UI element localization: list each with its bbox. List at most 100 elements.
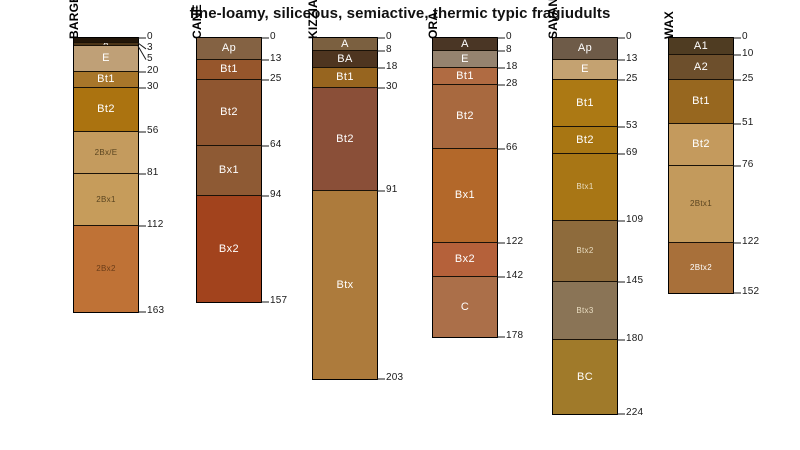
horizon-ap[interactable]: Ap — [197, 38, 261, 60]
horizon-bt1[interactable]: Bt1 — [313, 68, 377, 88]
horizon-bt2[interactable]: Bt2 — [433, 85, 497, 149]
horizon-bc[interactable]: BC — [553, 340, 617, 414]
horizon-label: Btx1 — [576, 182, 594, 191]
profile-label-ora: ORA — [426, 11, 440, 39]
horizon-bx1[interactable]: Bx1 — [197, 146, 261, 196]
horizon-btx1[interactable]: Btx1 — [553, 154, 617, 221]
horizon-2bx-e[interactable]: 2Bx/E — [74, 132, 138, 174]
horizon-label: Btx2 — [576, 246, 594, 255]
horizon-label: A — [461, 38, 469, 50]
horizon-bt2[interactable]: Bt2 — [669, 124, 733, 166]
depth-tick-label: 53 — [626, 120, 638, 132]
depth-tick-label: 180 — [626, 333, 644, 345]
horizon-ba[interactable]: BA — [313, 51, 377, 68]
depth-tick-label: 51 — [742, 116, 754, 128]
depth-tick-label: 13 — [626, 52, 638, 64]
depth-tick-label: 30 — [147, 81, 159, 93]
depth-tick-label: 76 — [742, 158, 754, 170]
horizon-label: A2 — [693, 60, 709, 73]
depth-tick-label: 20 — [147, 64, 159, 76]
horizon-label: Bt2 — [692, 138, 710, 150]
profile-column: A BA Bt1 Bt2 Btx — [312, 37, 378, 380]
horizon-label: E — [581, 63, 589, 75]
horizon-label: A1 — [693, 39, 709, 52]
depth-tick-label: 0 — [506, 31, 512, 42]
horizon-label: Bt2 — [336, 132, 354, 145]
horizon-a[interactable]: A — [433, 38, 497, 51]
horizon-label: Bt2 — [456, 110, 474, 122]
horizon-2bx1[interactable]: 2Bx1 — [74, 174, 138, 226]
horizon-label: Ap — [577, 42, 593, 54]
horizon-label: Bt2 — [576, 133, 594, 146]
depth-tick-label: 30 — [386, 81, 398, 93]
horizon-label: Bt2 — [220, 106, 238, 118]
horizon-bt2[interactable]: Bt2 — [553, 127, 617, 154]
depth-tick-label: 5 — [147, 53, 153, 64]
horizon-e[interactable]: E — [74, 46, 138, 72]
depth-tick-label: 0 — [270, 31, 276, 42]
depth-tick-label: 13 — [270, 52, 282, 64]
profile-label-barger: BARGER — [67, 0, 81, 39]
horizon-label: E — [461, 52, 469, 65]
depth-tick-label: 18 — [506, 61, 518, 73]
depth-tick-label: 109 — [626, 214, 644, 226]
horizon-bx1[interactable]: Bx1 — [433, 149, 497, 243]
horizon-label: 2Btx2 — [690, 263, 712, 272]
depth-tick-label: 203 — [386, 372, 404, 384]
horizon-bt1[interactable]: Bt1 — [553, 80, 617, 127]
depth-tick-label: 178 — [506, 330, 524, 342]
horizon-btx2[interactable]: Btx2 — [553, 221, 617, 282]
depth-tick-label: 163 — [147, 304, 165, 316]
depth-tick-label: 142 — [506, 269, 524, 281]
horizon-a[interactable]: A — [313, 38, 377, 51]
horizon-label: Bx2 — [218, 242, 240, 255]
horizon-bt1[interactable]: Bt1 — [669, 80, 733, 124]
horizon-label: Bx1 — [218, 164, 240, 176]
depth-tick-label: 56 — [147, 125, 159, 137]
horizon-label: C — [460, 300, 470, 313]
horizon-a[interactable]: A — [74, 43, 138, 46]
horizon-label: Bt2 — [97, 103, 115, 115]
horizon-label: A — [341, 38, 349, 50]
profile-column: A1 A2 Bt1 Bt2 2Btx1 2Btx2 — [668, 37, 734, 294]
horizon-label: Bt1 — [97, 73, 115, 85]
profile-label-wax: WAX — [662, 11, 676, 39]
horizon-label: A — [103, 43, 109, 45]
horizon-ap[interactable]: Ap — [553, 38, 617, 60]
depth-tick-label: 0 — [147, 31, 153, 42]
horizon-2bx2[interactable]: 2Bx2 — [74, 226, 138, 312]
horizon-label: Btx — [336, 278, 354, 291]
horizon-label: Bt1 — [576, 96, 594, 109]
horizon-bx2[interactable]: Bx2 — [197, 196, 261, 302]
depth-tick-label: 94 — [270, 188, 282, 200]
horizon-label: Bt1 — [336, 71, 354, 83]
horizon-bt1[interactable]: Bt1 — [433, 68, 497, 85]
horizon-label: 2Bx1 — [96, 194, 116, 204]
horizon-label: 2Bx/E — [94, 147, 118, 157]
horizon-e[interactable]: E — [433, 51, 497, 68]
profile-column: Ap E Bt1 Bt2 Btx1 Btx2 Btx3 BC — [552, 37, 618, 415]
depth-tick-label: 66 — [506, 141, 518, 153]
horizon-btx3[interactable]: Btx3 — [553, 282, 617, 340]
horizon-label: Bt1 — [220, 63, 238, 75]
depth-tick-label: 81 — [147, 167, 159, 179]
horizon-label: Bx2 — [454, 253, 476, 265]
horizon-btx[interactable]: Btx — [313, 191, 377, 379]
horizon-c[interactable]: C — [433, 277, 497, 337]
horizon-e[interactable]: E — [553, 60, 617, 80]
horizon-a1[interactable]: A1 — [669, 38, 733, 55]
horizon-label: 2Bx2 — [96, 264, 116, 273]
horizon-unnamed[interactable] — [74, 38, 138, 43]
depth-tick-label: 25 — [270, 73, 282, 84]
horizon-bx2[interactable]: Bx2 — [433, 243, 497, 277]
horizon-a2[interactable]: A2 — [669, 55, 733, 80]
horizon-bt2[interactable]: Bt2 — [74, 88, 138, 132]
horizon-bt1[interactable]: Bt1 — [197, 60, 261, 80]
horizon-2btx2[interactable]: 2Btx2 — [669, 243, 733, 293]
horizon-2btx1[interactable]: 2Btx1 — [669, 166, 733, 243]
horizon-bt2[interactable]: Bt2 — [197, 80, 261, 146]
horizon-bt2[interactable]: Bt2 — [313, 88, 377, 191]
horizon-bt1[interactable]: Bt1 — [74, 72, 138, 88]
profile-label-savannah: SAVANNAH — [546, 0, 560, 39]
depth-tick-label: 157 — [270, 294, 288, 306]
